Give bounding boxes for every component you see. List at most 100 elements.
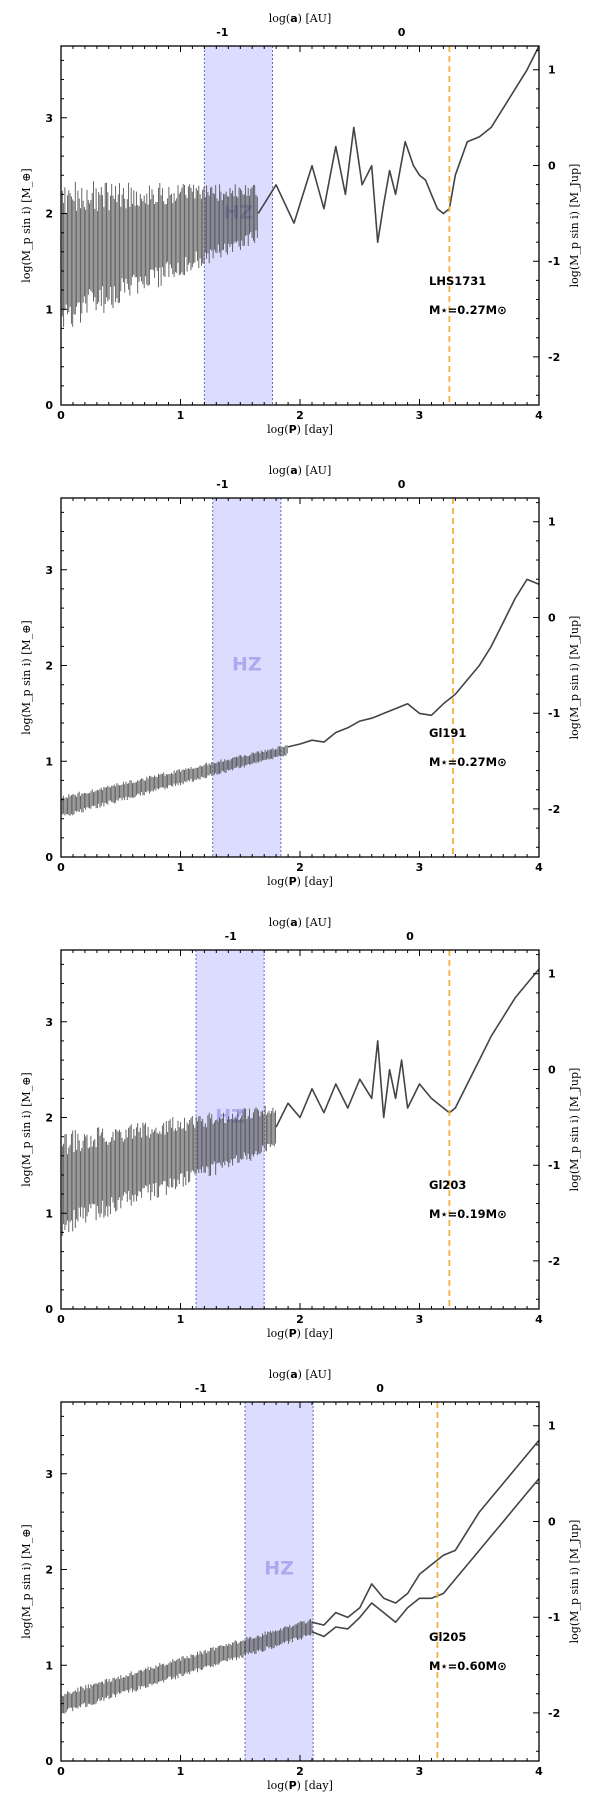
x-tick-label: 2: [296, 409, 304, 422]
right-tick-label: 1: [548, 64, 556, 77]
right-tick-label: -1: [548, 1159, 560, 1172]
axis-ticks: [60, 1402, 540, 1762]
y-tick-label: 3: [45, 1016, 53, 1029]
y-axis-title-right: log(M_p sin i) [M_Jup]: [568, 1520, 581, 1644]
y-tick-label: 3: [45, 564, 53, 577]
hz-label: HZ: [224, 201, 254, 223]
y-tick-label: 2: [45, 208, 53, 221]
y-axis-title-right: log(M_p sin i) [M_Jup]: [568, 616, 581, 740]
y-axis-title-right: log(M_p sin i) [M_Jup]: [568, 164, 581, 288]
right-tick-label: -1: [548, 707, 560, 720]
x-tick-label: 3: [416, 409, 424, 422]
y-tick-label: 0: [45, 851, 53, 864]
axis-ticks: [60, 46, 540, 406]
x-tick-label: 1: [177, 1765, 185, 1778]
top-tick-label: -1: [216, 478, 228, 491]
x-tick-label: 1: [177, 861, 185, 874]
x-axis-title: log(P) [day]: [267, 1327, 333, 1340]
top-tick-label: 0: [398, 26, 406, 39]
top-tick-label: 0: [376, 1382, 384, 1395]
panel-gl205: log(a) [AU] HZ 0 1 2 3 4 0 1 2 3 -2 -1 0 1 -1 0 log(P) [d…: [20, 1368, 581, 1792]
y-axis-title-left: log(M_p sin i) [M_⊕]: [20, 1524, 33, 1638]
right-tick-label: -2: [548, 351, 560, 364]
y-tick-label: 2: [45, 660, 53, 673]
series-line-0: [287, 578, 540, 748]
top-axis-title: log(a) [AU]: [269, 916, 332, 929]
y-tick-label: 2: [45, 1112, 53, 1125]
series-line-1: [311, 1478, 540, 1638]
x-tick-label: 0: [57, 1765, 65, 1778]
x-axis-title: log(P) [day]: [267, 1779, 333, 1792]
right-tick-label: -1: [548, 1611, 560, 1624]
x-tick-label: 3: [416, 1313, 424, 1326]
right-tick-label: -1: [548, 255, 560, 268]
right-tick-label: 1: [548, 1420, 556, 1433]
x-tick-label: 4: [535, 409, 543, 422]
x-tick-label: 2: [296, 1313, 304, 1326]
right-tick-label: 0: [548, 1515, 556, 1528]
x-tick-label: 3: [416, 861, 424, 874]
series-line-0: [311, 1439, 540, 1626]
star-name: Gl203: [429, 1178, 466, 1192]
top-axis-title: log(a) [AU]: [269, 1368, 332, 1381]
x-tick-label: 3: [416, 1765, 424, 1778]
right-tick-label: 1: [548, 968, 556, 981]
series-line-0: [257, 45, 540, 244]
x-axis-title: log(P) [day]: [267, 875, 333, 888]
top-tick-label: -1: [216, 26, 228, 39]
right-tick-label: -2: [548, 1707, 560, 1720]
y-tick-label: 0: [45, 1755, 53, 1768]
star-mass: M⋆=0.60M⊙: [429, 1659, 507, 1673]
panel-lhs1731: log(a) [AU] HZ 0 1 2 3 4 0 1 2 3 -2 -1 0 1 -1 0 log(P) [d…: [20, 12, 581, 436]
right-tick-label: -2: [548, 1255, 560, 1268]
x-tick-label: 0: [57, 861, 65, 874]
right-tick-label: 0: [548, 159, 556, 172]
y-axis-title-left: log(M_p sin i) [M_⊕]: [20, 620, 33, 734]
panel-gl191: log(a) [AU] HZ 0 1 2 3 4 0 1 2 3 -2 -1 0 1 -1 0 log(P) [d…: [20, 464, 581, 888]
x-tick-label: 0: [57, 409, 65, 422]
x-tick-label: 2: [296, 861, 304, 874]
top-tick-label: 0: [398, 478, 406, 491]
star-mass: M⋆=0.19M⊙: [429, 1207, 507, 1221]
x-tick-label: 4: [535, 861, 543, 874]
x-tick-label: 4: [535, 1313, 543, 1326]
right-tick-label: 1: [548, 516, 556, 529]
y-tick-label: 1: [45, 1659, 53, 1672]
y-tick-label: 1: [45, 1207, 53, 1220]
top-axis-title: log(a) [AU]: [269, 12, 332, 25]
x-tick-label: 2: [296, 1765, 304, 1778]
x-tick-label: 1: [177, 1313, 185, 1326]
x-axis-title: log(P) [day]: [267, 423, 333, 436]
axis-ticks: [60, 950, 540, 1310]
y-tick-label: 2: [45, 1564, 53, 1577]
top-axis-title: log(a) [AU]: [269, 464, 332, 477]
y-tick-label: 3: [45, 112, 53, 125]
star-name: Gl205: [429, 1630, 466, 1644]
y-tick-label: 1: [45, 303, 53, 316]
top-tick-label: -1: [195, 1382, 207, 1395]
hz-label: HZ: [232, 653, 262, 675]
top-tick-label: -1: [225, 930, 237, 943]
right-tick-label: 0: [548, 611, 556, 624]
top-tick-label: 0: [406, 930, 414, 943]
star-name: Gl191: [429, 726, 466, 740]
series-line-0: [275, 968, 540, 1128]
y-tick-label: 1: [45, 755, 53, 768]
y-axis-title-right: log(M_p sin i) [M_Jup]: [568, 1068, 581, 1192]
plot-frame: [60, 949, 540, 1310]
right-tick-label: -2: [548, 803, 560, 816]
x-tick-label: 1: [177, 409, 185, 422]
y-axis-title-left: log(M_p sin i) [M_⊕]: [20, 168, 33, 282]
hz-band: [245, 1402, 314, 1761]
y-tick-label: 0: [45, 399, 53, 412]
y-tick-label: 0: [45, 1303, 53, 1316]
hz-label: HZ: [264, 1557, 294, 1579]
y-axis-title-left: log(M_p sin i) [M_⊕]: [20, 1072, 33, 1186]
hz-band: [212, 498, 281, 857]
star-mass: M⋆=0.27M⊙: [429, 303, 507, 317]
plot-frame: [60, 497, 540, 858]
star-name: LHS1731: [429, 274, 486, 288]
axis-ticks: [60, 498, 540, 858]
